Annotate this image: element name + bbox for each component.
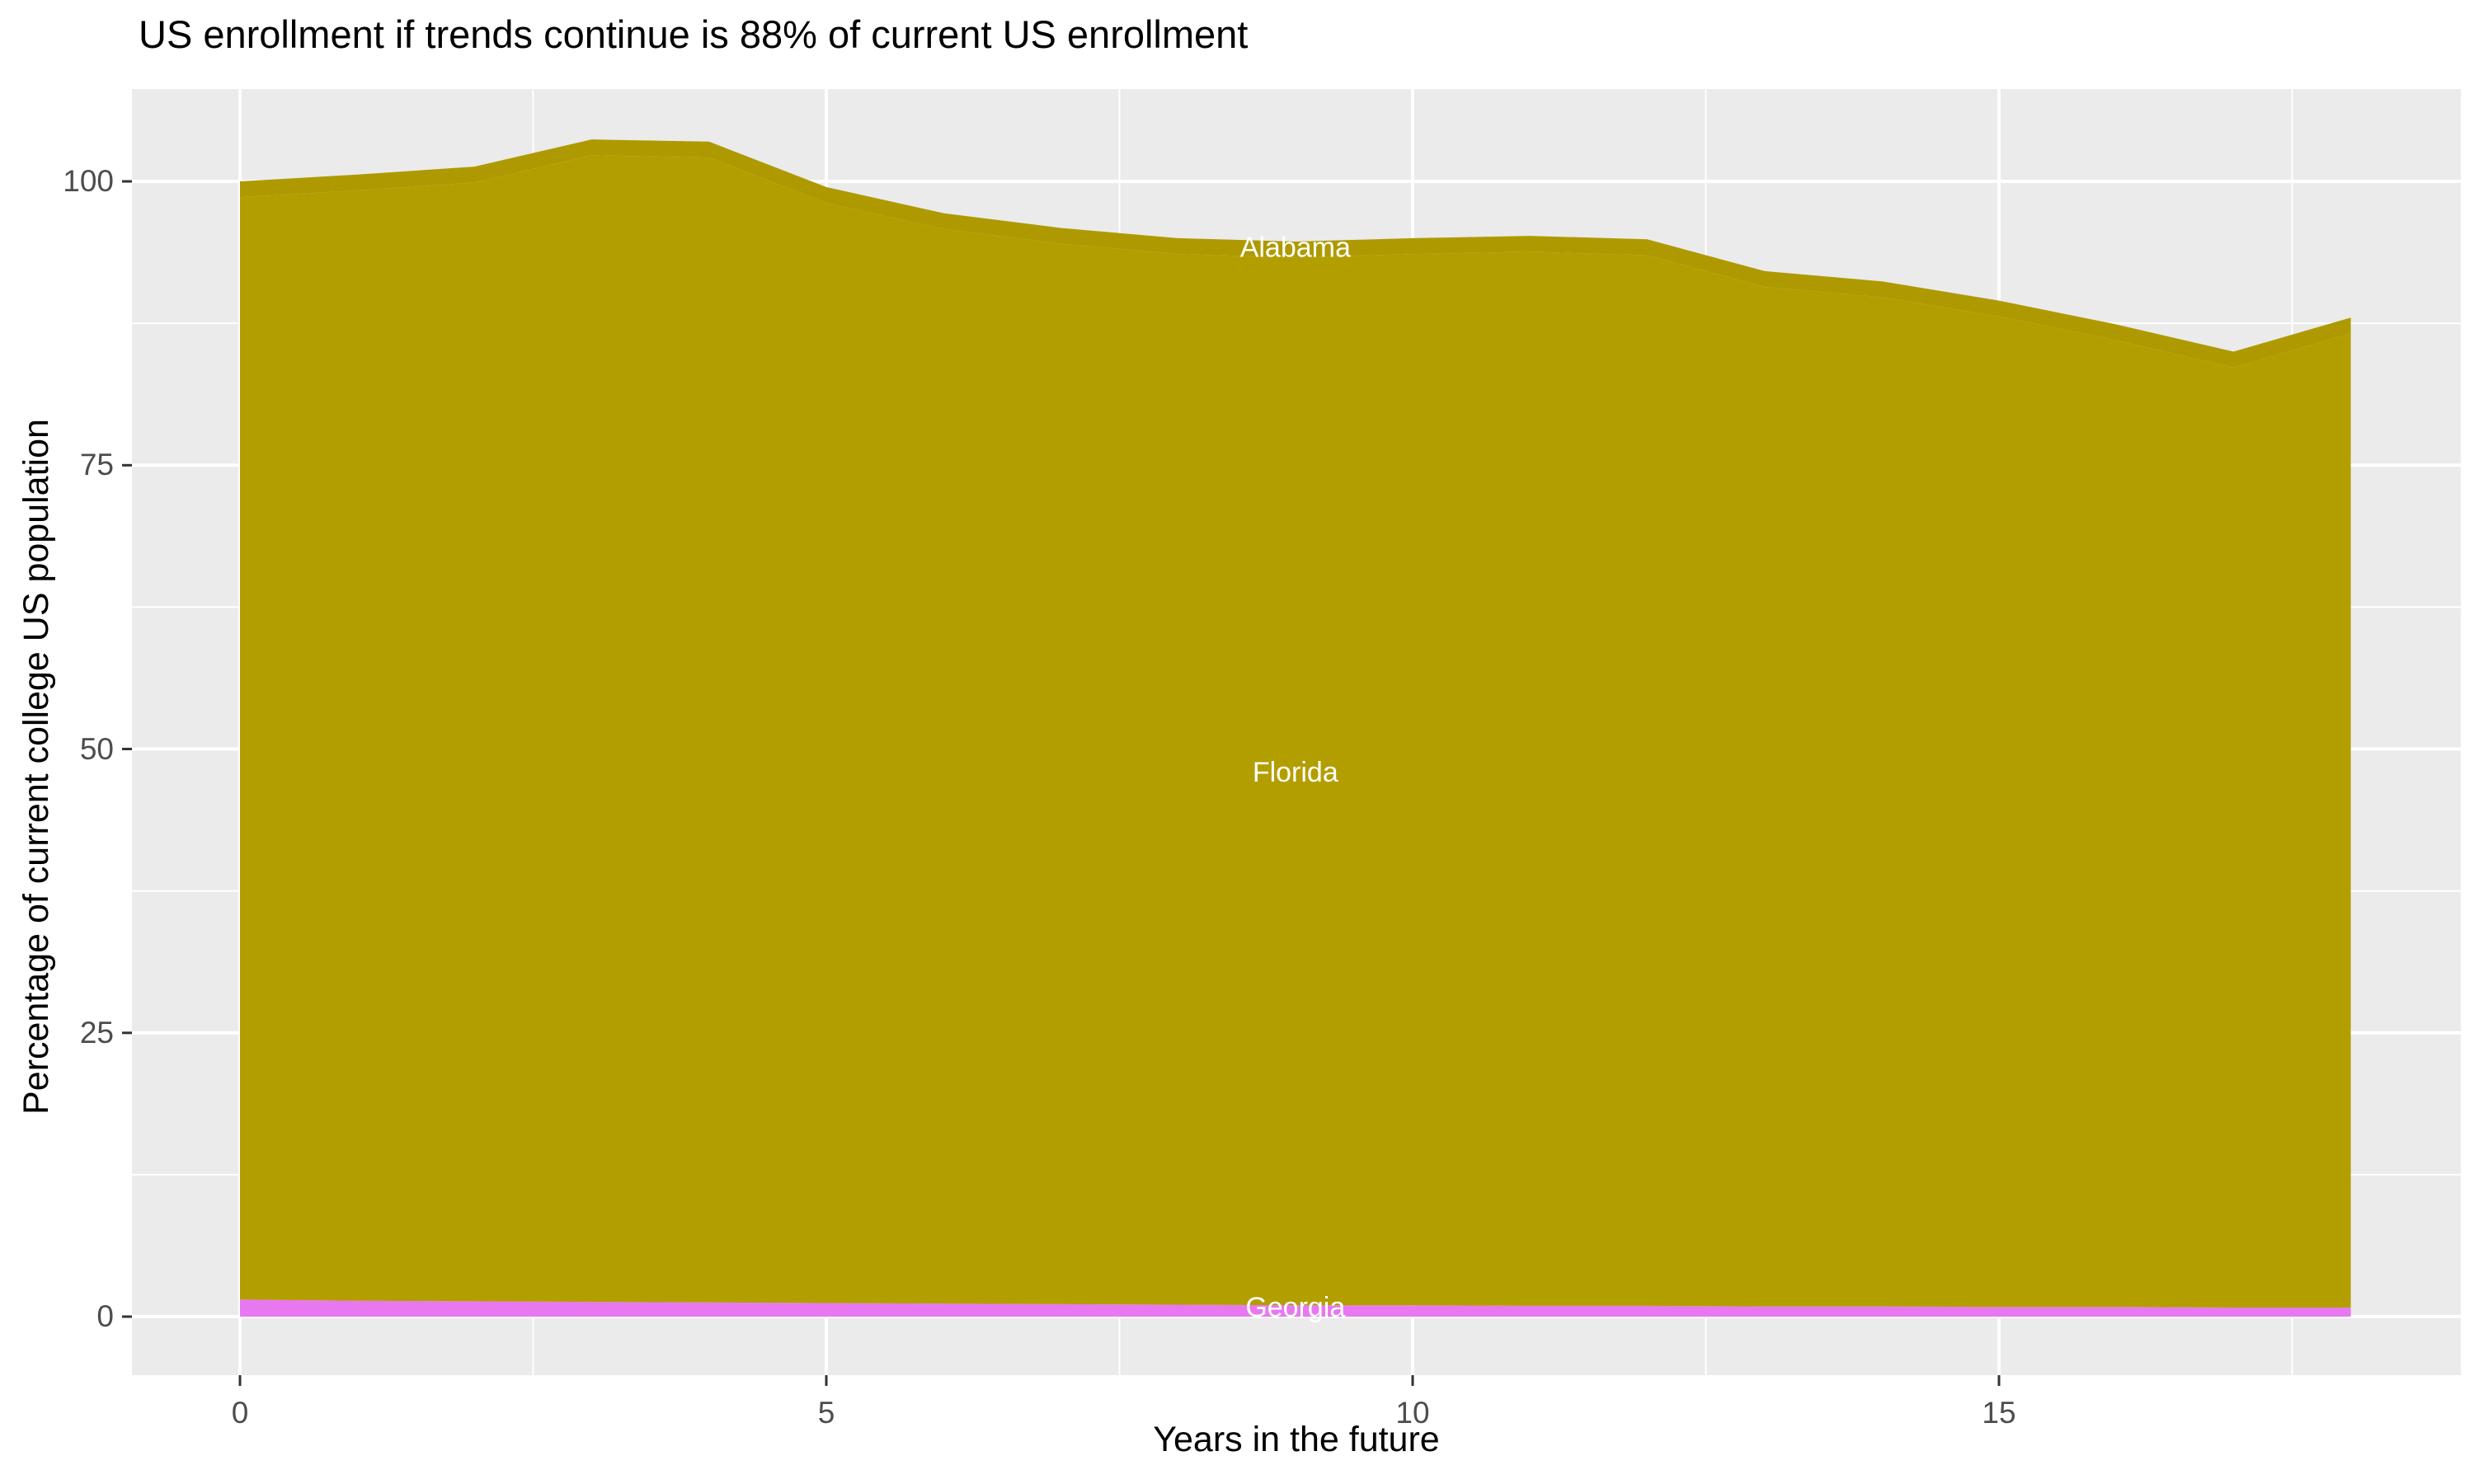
x-tick-label: 10 [1395,1396,1430,1430]
area-label-georgia: Georgia [1245,1292,1345,1323]
x-axis-title: Years in the future [1153,1420,1440,1459]
chart-title: US enrollment if trends continue is 88% … [139,12,1249,56]
x-tick-label: 5 [817,1396,835,1430]
y-tick-label: 25 [79,1016,114,1050]
area-georgia [240,1299,2351,1317]
y-tick-label: 0 [96,1299,114,1333]
area-alabama [240,139,2351,368]
x-tick-label: 0 [231,1396,249,1430]
y-tick-label: 100 [63,164,114,198]
x-tick-label: 15 [1982,1396,2016,1430]
area-florida [240,155,2351,1308]
area-label-alabama: Alabama [1240,232,1351,264]
y-tick-label: 75 [79,448,114,481]
y-tick-label: 50 [79,732,114,766]
area-label-florida: Florida [1253,757,1338,788]
